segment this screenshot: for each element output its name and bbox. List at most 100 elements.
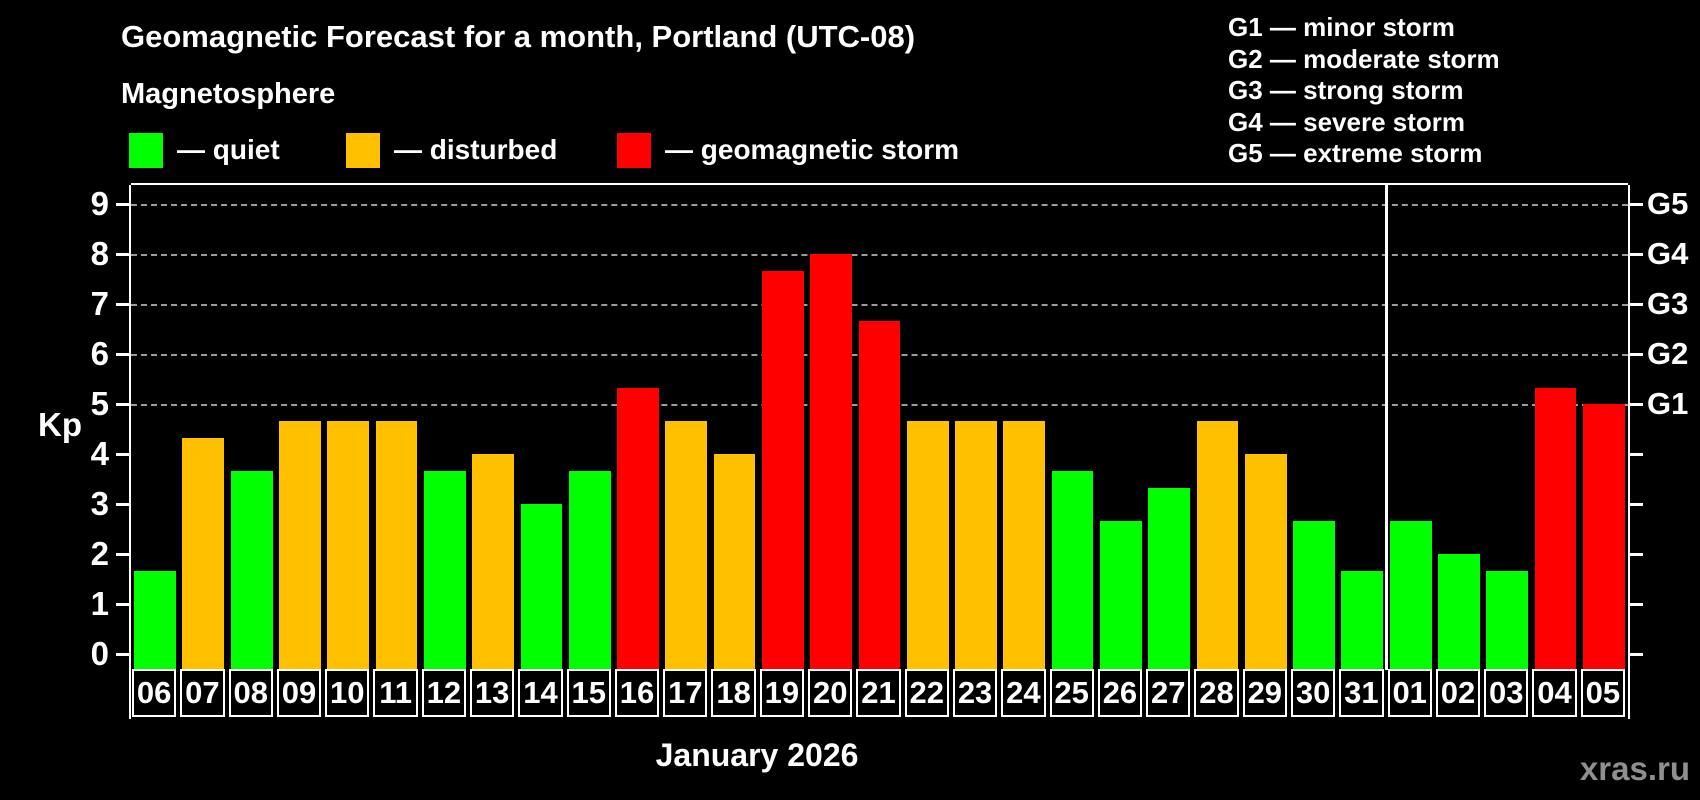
gridline-kp9 xyxy=(131,204,1628,206)
day-cell-29: 29 xyxy=(1242,669,1287,717)
chart-title: Geomagnetic Forecast for a month, Portla… xyxy=(121,19,916,54)
left-tick-kp5 xyxy=(116,403,129,406)
day-cell-11: 11 xyxy=(373,669,418,717)
day-cell-20: 20 xyxy=(808,669,853,717)
legend-disturbed-label: — disturbed xyxy=(394,134,558,165)
g-level-label-G5: G5 xyxy=(1647,186,1689,221)
kp-bar-day-09 xyxy=(279,420,321,670)
left-tick-kp7 xyxy=(116,303,129,306)
day-cell-14: 14 xyxy=(518,669,563,717)
y-tick-label-2: 2 xyxy=(90,535,109,572)
day-cell-04: 04 xyxy=(1532,669,1577,717)
right-tick-kp6 xyxy=(1630,353,1643,356)
kp-bar-day-20 xyxy=(810,254,853,670)
kp-bar-day-03 xyxy=(1486,570,1529,670)
left-axis-line xyxy=(129,185,131,719)
day-cell-09: 09 xyxy=(276,669,322,717)
day-cell-06: 06 xyxy=(132,669,177,717)
kp-bar-day-11 xyxy=(375,420,418,670)
day-cell-24: 24 xyxy=(1001,669,1046,717)
kp-bar-day-31 xyxy=(1341,570,1384,670)
day-cell-28: 28 xyxy=(1194,669,1239,717)
day-cell-21: 21 xyxy=(856,669,901,717)
kp-bar-day-06 xyxy=(134,570,176,670)
right-tick-kp8 xyxy=(1630,253,1643,256)
left-tick-kp0 xyxy=(116,653,129,656)
kp-bar-day-17 xyxy=(665,420,708,670)
left-tick-kp1 xyxy=(116,603,129,606)
legend-storm-label: — geomagnetic storm xyxy=(665,134,960,165)
day-cell-23: 23 xyxy=(952,669,998,717)
day-cell-27: 27 xyxy=(1146,669,1191,717)
left-tick-kp6 xyxy=(116,353,129,356)
storm-scale-line-4: G4 — severe storm xyxy=(1228,106,1466,137)
kp-bar-day-21 xyxy=(858,320,901,670)
y-tick-label-5: 5 xyxy=(90,385,109,422)
kp-bar-day-28 xyxy=(1196,420,1239,670)
kp-bar-day-05 xyxy=(1582,404,1625,670)
legend-quiet-label: — quiet xyxy=(177,134,280,165)
storm-scale-line-5: G5 — extreme storm xyxy=(1228,138,1483,168)
day-cell-10: 10 xyxy=(325,669,370,717)
left-tick-kp8 xyxy=(116,253,129,256)
kp-bar-day-22 xyxy=(906,420,949,670)
legend-quiet-swatch xyxy=(129,132,163,168)
day-cell-17: 17 xyxy=(663,669,708,717)
kp-bar-day-26 xyxy=(1100,520,1142,670)
day-cell-31: 31 xyxy=(1339,669,1384,717)
kp-bar-day-30 xyxy=(1293,520,1335,670)
kp-bar-day-29 xyxy=(1244,454,1287,670)
left-tick-kp4 xyxy=(116,453,129,456)
left-tick-kp3 xyxy=(116,503,129,506)
y-tick-label-9: 9 xyxy=(90,185,109,222)
day-cell-15: 15 xyxy=(566,669,611,717)
right-tick-kp7 xyxy=(1630,303,1643,306)
kp-bar-day-19 xyxy=(761,270,804,670)
day-cell-12: 12 xyxy=(421,669,467,717)
legend-item-quiet: — quiet xyxy=(129,132,280,168)
day-cell-03: 03 xyxy=(1484,669,1529,717)
kp-bar-day-12 xyxy=(423,470,466,670)
month-label: January 2026 xyxy=(655,737,859,773)
kp-bar-day-24 xyxy=(1003,420,1046,670)
y-tick-label-8: 8 xyxy=(90,235,109,272)
y-tick-label-7: 7 xyxy=(90,285,109,322)
day-cell-02: 02 xyxy=(1435,669,1481,717)
kp-bar-day-14 xyxy=(520,504,563,670)
right-tick-kp1 xyxy=(1630,603,1643,606)
kp-bar-day-04 xyxy=(1534,387,1577,670)
day-cell-16: 16 xyxy=(614,669,660,717)
storm-scale-line-2: G2 — moderate storm xyxy=(1228,43,1500,74)
gridline-kp8 xyxy=(131,254,1628,256)
g-level-label-G3: G3 xyxy=(1647,286,1689,321)
kp-bar-day-15 xyxy=(568,470,611,670)
day-cell-07: 07 xyxy=(180,669,225,717)
day-cell-13: 13 xyxy=(470,669,515,717)
right-tick-kp2 xyxy=(1630,553,1643,556)
storm-scale-legend: G1 — minor storm G2 — moderate storm G3 — … xyxy=(1228,12,1500,170)
right-tick-kp5 xyxy=(1630,403,1643,406)
day-cell-30: 30 xyxy=(1290,669,1336,717)
right-tick-kp3 xyxy=(1630,503,1643,506)
day-cell-25: 25 xyxy=(1049,669,1094,717)
kp-axis-label: Kp xyxy=(38,406,82,443)
month-separator xyxy=(1385,185,1389,670)
right-tick-kp9 xyxy=(1630,203,1643,206)
kp-bar-day-02 xyxy=(1438,554,1480,670)
day-cell-05: 05 xyxy=(1580,669,1625,717)
y-tick-label-4: 4 xyxy=(90,435,109,472)
plot-area: 0 1 2 3 4 5 6 7 8 9 G1 G2 G3 G4 G5 xyxy=(91,183,1688,719)
y-tick-label-0: 0 xyxy=(90,635,109,672)
magnetosphere-label: Magnetosphere xyxy=(121,78,336,110)
day-cell-01: 01 xyxy=(1387,669,1432,717)
day-cell-26: 26 xyxy=(1097,669,1143,717)
kp-bar-day-23 xyxy=(955,420,997,670)
legend-storm-swatch xyxy=(617,132,651,168)
day-cell-19: 19 xyxy=(759,669,805,717)
watermark: xras.ru xyxy=(1579,750,1690,787)
kp-bar-day-13 xyxy=(472,454,514,670)
y-tick-label-6: 6 xyxy=(90,335,109,372)
left-tick-kp9 xyxy=(116,203,129,206)
kp-bar-day-10 xyxy=(327,420,370,670)
